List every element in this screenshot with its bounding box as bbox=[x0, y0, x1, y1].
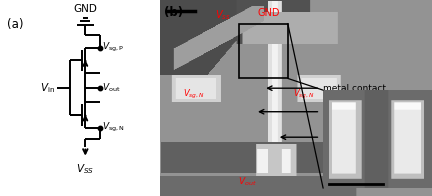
Text: graphene side gate: graphene side gate bbox=[260, 107, 412, 116]
Text: (b): (b) bbox=[164, 6, 183, 19]
Text: $V_{out}$: $V_{out}$ bbox=[238, 176, 256, 188]
Text: $V_{sg,N}$: $V_{sg,N}$ bbox=[183, 88, 205, 101]
Text: (a): (a) bbox=[7, 18, 23, 31]
Text: GND: GND bbox=[73, 4, 97, 14]
Bar bbox=[239, 24, 288, 78]
Text: $V_{sg,N}$: $V_{sg,N}$ bbox=[293, 88, 315, 101]
Text: $V_{SS}$: $V_{SS}$ bbox=[76, 162, 94, 176]
Text: GND: GND bbox=[257, 8, 280, 18]
Text: $V_\mathrm{in}$: $V_\mathrm{in}$ bbox=[41, 81, 55, 95]
Text: $V_\mathrm{sg,P}$: $V_\mathrm{sg,P}$ bbox=[102, 41, 124, 54]
Text: $V_{ss}$: $V_{ss}$ bbox=[215, 8, 230, 22]
Text: graphene channel: graphene channel bbox=[281, 133, 406, 142]
Text: $V_\mathrm{out}$: $V_\mathrm{out}$ bbox=[102, 82, 120, 94]
Text: $V_\mathrm{sg,N}$: $V_\mathrm{sg,N}$ bbox=[102, 121, 124, 134]
Text: metal contact: metal contact bbox=[267, 84, 386, 93]
